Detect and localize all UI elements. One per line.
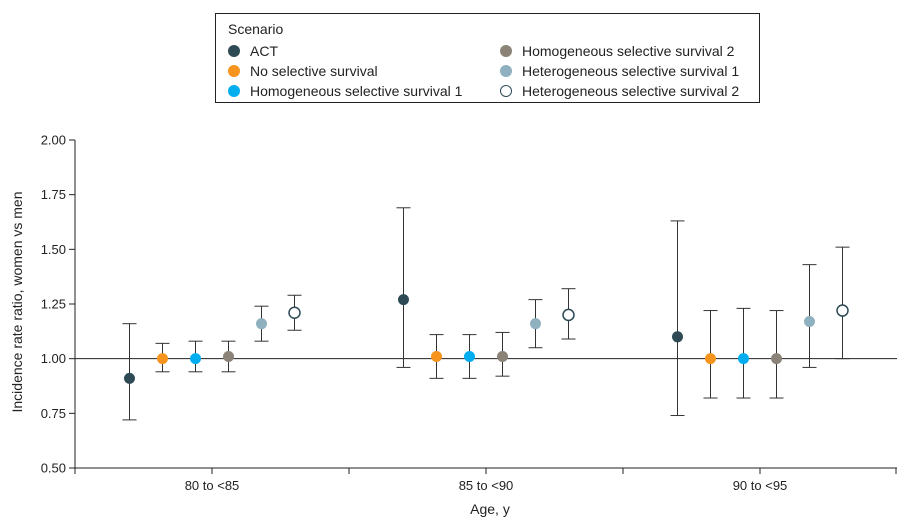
x-tick-label: 80 to <85: [185, 478, 240, 493]
legend-item: Homogeneous selective survival 1: [228, 83, 462, 99]
x-axis-title: Age, y: [470, 501, 510, 517]
point-marker: [562, 308, 575, 322]
legend-title: Scenario: [228, 21, 284, 37]
point-marker: [464, 350, 475, 362]
point-marker: [190, 353, 201, 365]
y-tick-label: 1.50: [41, 242, 66, 257]
legend-label: Homogeneous selective survival 2: [522, 43, 735, 59]
legend-label: Homogeneous selective survival 1: [250, 83, 463, 99]
y-tick-label: 1.75: [41, 187, 66, 202]
point-marker: [223, 350, 234, 362]
point-marker: [705, 353, 716, 365]
point-marker: [771, 353, 782, 365]
y-tick-label: 0.50: [41, 461, 66, 476]
legend-label: ACT: [250, 43, 278, 59]
legend-marker: [500, 65, 512, 77]
plot-area: 0.50 0.75 1.00 1.25 1.50 1.75 2.00 80 to <85 85 …: [41, 133, 897, 493]
legend-marker: [500, 85, 512, 97]
data-marks: [122, 207, 850, 421]
point-marker: [256, 318, 267, 330]
legend-marker: [228, 65, 240, 77]
x-tick-label: 85 to <90: [459, 478, 514, 493]
point-marker: [530, 318, 541, 330]
point-marker: [497, 350, 508, 362]
legend-item: No selective survival: [228, 63, 378, 79]
point-marker: [398, 294, 409, 306]
legend-item: Heterogeneous selective survival 2: [500, 83, 739, 99]
y-axis-title: Incidence rate ratio, women vs men: [9, 192, 25, 413]
point-marker: [804, 315, 815, 327]
legend-marker: [500, 45, 512, 57]
legend-marker: [228, 45, 240, 57]
x-tick-label: 90 to <95: [733, 478, 788, 493]
y-tick-label: 1.00: [41, 351, 66, 366]
legend-item: Heterogeneous selective survival 1: [500, 63, 739, 79]
point-marker: [157, 353, 168, 365]
point-marker: [672, 331, 683, 343]
y-tick-label: 1.25: [41, 297, 66, 312]
legend-label: Heterogeneous selective survival 1: [522, 63, 740, 79]
legend: Scenario ACT No selective survival Homogen…: [215, 13, 760, 103]
point-marker: [124, 372, 135, 384]
y-tick-label: 2.00: [41, 133, 66, 148]
point-marker: [431, 350, 442, 362]
point-marker: [288, 306, 301, 319]
legend-label: Heterogeneous selective survival 2: [522, 83, 740, 99]
y-tick-label: 0.75: [41, 406, 66, 421]
legend-item: ACT: [228, 43, 278, 59]
legend-item: Homogeneous selective survival 2: [500, 43, 734, 59]
legend-label: No selective survival: [250, 63, 378, 79]
point-marker: [738, 353, 749, 365]
point-marker: [836, 304, 849, 317]
legend-marker: [228, 85, 240, 97]
